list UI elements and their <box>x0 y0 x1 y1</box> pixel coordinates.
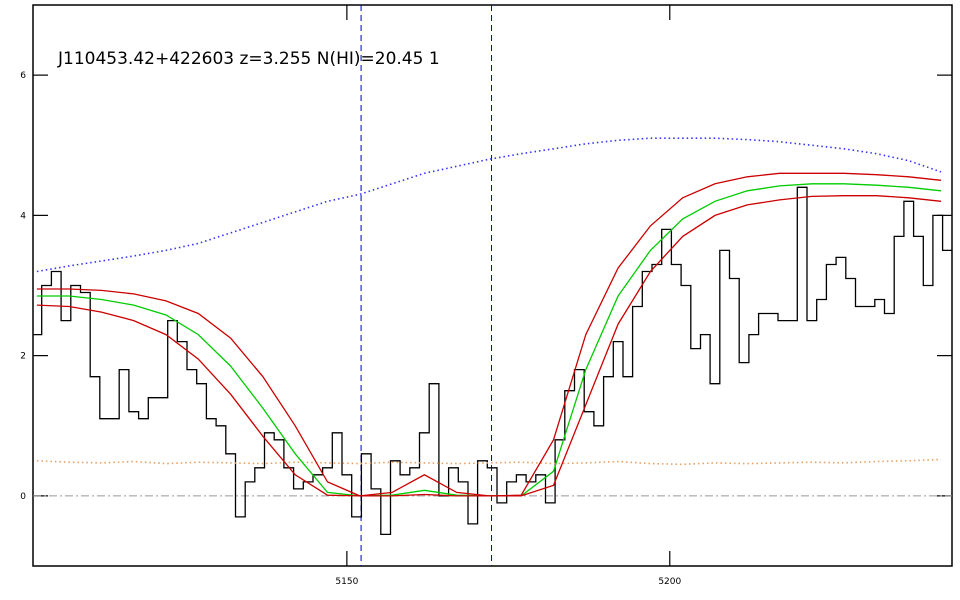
series-line <box>33 186 952 536</box>
x-tick-label: 5150 <box>335 577 358 587</box>
plot-frame <box>32 4 953 567</box>
series-line <box>36 458 942 466</box>
series-line <box>36 172 942 497</box>
series-line <box>36 137 942 273</box>
chart-title: J110453.42+422603 z=3.255 N(HI)=20.45 1 <box>57 49 440 69</box>
y-tick-label: 6 <box>20 71 26 81</box>
y-tick-label: 2 <box>20 352 26 362</box>
x-tick-label: 5200 <box>658 577 681 587</box>
series-line <box>36 195 942 497</box>
y-tick-label: 4 <box>20 211 26 221</box>
y-tick-label: 0 <box>20 492 26 502</box>
